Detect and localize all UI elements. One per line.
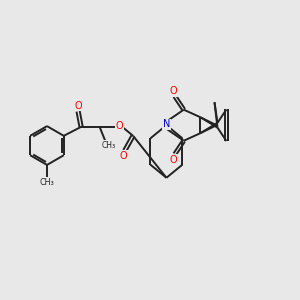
Text: O: O (119, 151, 127, 161)
Text: N: N (163, 119, 170, 129)
Text: O: O (169, 154, 177, 165)
Text: CH₃: CH₃ (101, 141, 116, 150)
Text: O: O (169, 86, 177, 96)
Text: O: O (74, 101, 82, 111)
Text: O: O (116, 121, 123, 131)
Text: CH₃: CH₃ (40, 178, 54, 187)
